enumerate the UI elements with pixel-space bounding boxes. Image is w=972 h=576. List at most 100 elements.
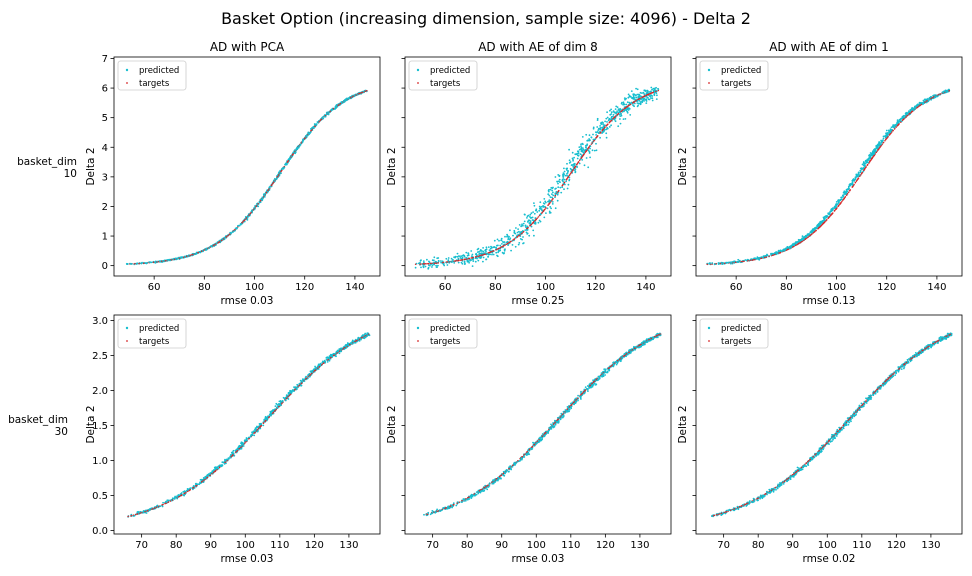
predicted-point	[533, 202, 535, 205]
predicted-point	[496, 244, 498, 247]
predicted-point	[624, 108, 627, 111]
predicted-point	[261, 196, 264, 199]
predicted-point	[823, 219, 826, 222]
target-point	[585, 149, 588, 152]
predicted-point	[493, 239, 496, 242]
target-point	[461, 259, 464, 261]
predicted-point	[538, 209, 541, 212]
predicted-point	[441, 260, 444, 263]
predicted-point	[559, 186, 562, 189]
predicted-point	[889, 131, 892, 134]
predicted-point	[516, 231, 519, 234]
predicted-point	[537, 221, 540, 224]
predicted-point	[507, 244, 509, 247]
predicted-point	[637, 93, 640, 96]
predicted-point	[622, 118, 625, 120]
target-point	[252, 209, 255, 211]
predicted-point	[835, 201, 838, 203]
target-point	[877, 149, 879, 151]
target-point	[581, 155, 584, 158]
predicted-point	[801, 235, 804, 238]
predicted-point	[791, 244, 794, 247]
legend-predicted-label: predicted	[139, 66, 179, 76]
target-point	[537, 216, 540, 218]
predicted-point	[519, 233, 521, 235]
predicted-point	[159, 260, 162, 263]
target-point	[270, 184, 273, 187]
scatter-points	[414, 86, 660, 270]
target-point	[895, 126, 897, 128]
predicted-point	[826, 215, 829, 218]
target-point	[529, 225, 531, 227]
y-tick-label: 3	[102, 172, 108, 183]
predicted-point	[856, 174, 859, 177]
predicted-point	[817, 224, 820, 226]
target-point	[809, 234, 812, 236]
predicted-point	[867, 161, 869, 164]
predicted-point	[572, 165, 575, 168]
target-point	[760, 257, 763, 259]
predicted-point	[551, 193, 553, 196]
target-point	[218, 466, 221, 469]
target-point	[248, 438, 250, 440]
target-point	[715, 263, 717, 265]
predicted-point	[862, 170, 865, 173]
predicted-point	[472, 260, 475, 262]
target-point	[424, 263, 427, 265]
predicted-point	[566, 162, 568, 165]
predicted-point	[305, 135, 308, 138]
predicted-point	[596, 126, 599, 128]
predicted-point	[562, 177, 565, 179]
predicted-point	[457, 261, 460, 264]
target-point	[865, 166, 867, 168]
predicted-point	[471, 253, 474, 256]
predicted-point	[144, 262, 147, 264]
predicted-point	[581, 149, 584, 152]
predicted-point	[485, 258, 487, 261]
target-point	[839, 202, 842, 204]
predicted-point	[456, 252, 459, 255]
x-tick-label: 100	[536, 282, 555, 293]
predicted-point	[509, 237, 512, 240]
predicted-point	[195, 252, 198, 255]
predicted-point	[334, 106, 337, 108]
target-point	[939, 93, 942, 95]
predicted-point	[868, 157, 871, 160]
figure-title: Basket Option (increasing dimension, sam…	[221, 9, 751, 28]
predicted-point	[591, 149, 594, 152]
target-point	[134, 262, 136, 265]
predicted-point	[433, 259, 435, 262]
predicted-point	[451, 260, 453, 263]
predicted-point	[447, 257, 450, 259]
predicted-point	[877, 144, 880, 146]
predicted-point	[554, 207, 557, 210]
target-point	[277, 174, 280, 176]
predicted-point	[457, 257, 460, 260]
predicted-point	[736, 261, 739, 263]
predicted-point	[431, 266, 433, 268]
predicted-point	[443, 264, 446, 267]
predicted-point	[519, 231, 522, 234]
target-point	[900, 121, 902, 123]
target-point	[520, 232, 523, 235]
predicted-point	[518, 224, 521, 226]
predicted-point	[612, 115, 614, 118]
predicted-point	[325, 113, 328, 116]
target-point	[787, 248, 789, 251]
predicted-point	[246, 216, 249, 219]
predicted-point	[655, 98, 658, 100]
predicted-point	[617, 125, 620, 128]
target-point	[259, 200, 262, 202]
predicted-point	[465, 251, 468, 254]
predicted-point	[518, 242, 521, 244]
predicted-point	[489, 247, 492, 250]
predicted-point	[650, 90, 652, 93]
predicted-point	[594, 138, 597, 141]
predicted-point	[942, 91, 944, 94]
row-label-2-name: basket_dim	[8, 414, 68, 426]
predicted-point	[274, 177, 276, 180]
scatter-points	[706, 88, 951, 266]
predicted-point	[150, 261, 153, 264]
predicted-point	[576, 150, 579, 153]
predicted-point	[606, 116, 609, 119]
